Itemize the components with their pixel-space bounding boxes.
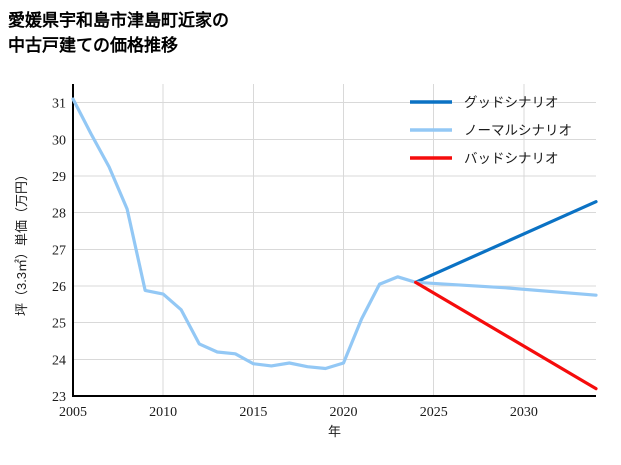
x-tick-label: 2030 <box>510 405 538 420</box>
y-axis-title: 坪（3.3㎡）単価（万円） <box>14 168 29 316</box>
x-tick-label: 2010 <box>149 405 177 420</box>
x-tick-label: 2005 <box>59 405 87 420</box>
y-tick-label: 23 <box>52 390 66 405</box>
y-tick-label: 25 <box>52 317 66 332</box>
axis-lines <box>72 84 596 397</box>
x-tick-label: 2025 <box>420 405 448 420</box>
y-tick-label: 24 <box>52 353 66 368</box>
series-line-グッドシナリオ <box>414 200 598 284</box>
page-title: 愛媛県宇和島市津島町近家の 中古戸建ての価格推移 <box>8 11 229 55</box>
x-tick-label: 2020 <box>330 405 358 420</box>
y-tick-label: 27 <box>52 243 66 258</box>
y-tick-label: 29 <box>52 170 66 185</box>
data-series <box>71 97 598 391</box>
y-tick-label: 30 <box>52 133 66 148</box>
legend-label-ノーマルシナリオ: ノーマルシナリオ <box>464 123 572 138</box>
x-axis-title: 年 <box>328 424 341 439</box>
series-line-バッドシナリオ <box>414 280 598 391</box>
y-tick-labels: 23 24 25 26 27 28 29 30 31 <box>52 97 66 405</box>
series-line-ノーマルシナリオ <box>71 97 598 371</box>
legend-label-グッドシナリオ: グッドシナリオ <box>464 95 559 110</box>
y-tick-label: 31 <box>52 97 66 112</box>
y-tick-label: 26 <box>52 280 66 295</box>
x-tick-labels: 2005 2010 2015 2020 2025 2030 <box>59 405 538 420</box>
x-tick-label: 2015 <box>239 405 267 420</box>
y-tick-label: 28 <box>52 207 66 222</box>
legend-label-バッドシナリオ: バッドシナリオ <box>464 151 559 166</box>
